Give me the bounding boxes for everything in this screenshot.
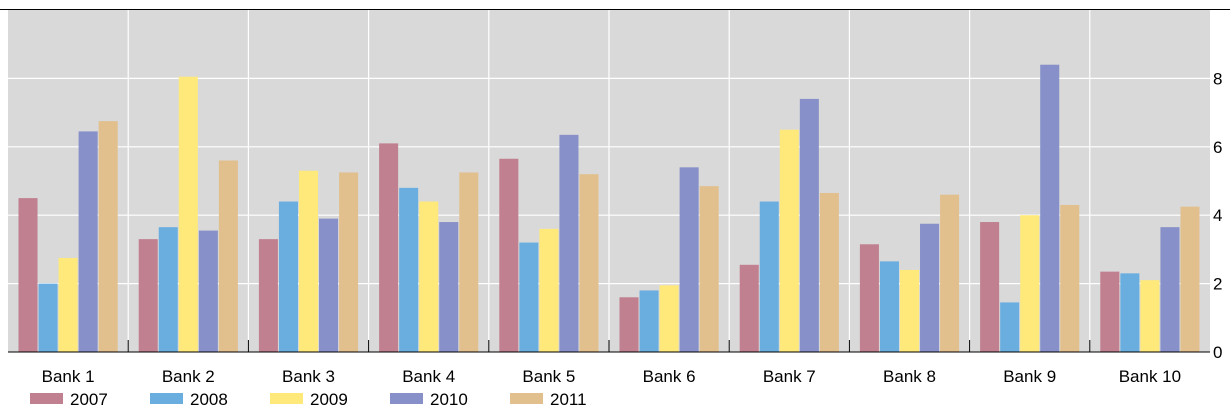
bar-2009-bank-9: [1020, 215, 1040, 352]
bar-2008-bank-8: [879, 261, 899, 352]
legend-label: 2007: [70, 390, 108, 409]
bar-2008-bank-2: [158, 227, 178, 352]
bar-2010-bank-2: [198, 230, 218, 352]
category-label: Bank 3: [282, 367, 335, 386]
bar-2011-bank-4: [459, 172, 479, 352]
legend-label: 2009: [310, 390, 348, 409]
gridlines: [8, 10, 1210, 352]
bar-2009-bank-6: [659, 285, 679, 352]
y-tick-label: 6: [1213, 138, 1222, 157]
legend-label: 2010: [430, 390, 468, 409]
bar-2008-bank-3: [278, 201, 298, 352]
category-label: Bank 10: [1119, 367, 1181, 386]
legend-swatch: [390, 393, 423, 404]
legend-swatch: [510, 393, 543, 404]
bar-2011-bank-5: [579, 174, 599, 352]
y-tick-label: 4: [1213, 206, 1222, 225]
bar-2010-bank-4: [439, 222, 459, 352]
bar-2010-bank-3: [319, 218, 339, 352]
legend-label: 2008: [190, 390, 228, 409]
bar-2011-bank-6: [699, 186, 719, 352]
bar-2011-bank-7: [819, 192, 839, 352]
bar-2009-bank-10: [1140, 280, 1160, 352]
bar-2011-bank-2: [218, 160, 238, 352]
bar-2007-bank-5: [499, 158, 519, 352]
category-labels: Bank 1 Bank 2 Bank 3 Bank 4 Bank 5 Bank 6 Bank…: [42, 367, 1181, 386]
y-tick-label: 0: [1213, 343, 1222, 362]
category-label: Bank 4: [402, 367, 455, 386]
legend-swatch: [150, 393, 183, 404]
bar-2010-bank-10: [1160, 227, 1180, 352]
bar-2007-bank-1: [18, 198, 38, 352]
bar-2008-bank-5: [519, 242, 539, 352]
category-label: Bank 8: [883, 367, 936, 386]
bar-2010-bank-7: [799, 98, 819, 352]
bar-2007-bank-3: [258, 239, 278, 352]
bar-2008-bank-7: [759, 201, 779, 352]
bar-2009-bank-5: [539, 228, 559, 352]
y-tick-label: 8: [1213, 69, 1222, 88]
axes: [0, 9, 1230, 353]
category-label: Bank 7: [763, 367, 816, 386]
bar-2007-bank-6: [619, 297, 639, 352]
bar-2011-bank-3: [339, 172, 359, 352]
bar-2010-bank-5: [559, 134, 579, 352]
bar-2010-bank-1: [78, 131, 98, 352]
bar-2007-bank-9: [980, 222, 1000, 352]
bar-2011-bank-9: [1060, 204, 1080, 352]
bar-2009-bank-1: [58, 257, 78, 352]
bar-2011-bank-10: [1180, 206, 1200, 352]
bar-2008-bank-10: [1120, 273, 1140, 352]
legend: 2007 2008 2009 2010 2011: [30, 390, 587, 409]
bar-2009-bank-2: [178, 76, 198, 352]
bar-2008-bank-4: [399, 187, 419, 352]
bar-2011-bank-1: [98, 121, 118, 353]
bar-2009-bank-4: [419, 201, 439, 352]
legend-swatch: [30, 393, 63, 404]
bar-2010-bank-6: [679, 167, 699, 352]
bar-2007-bank-7: [739, 264, 759, 352]
legend-label: 2011: [550, 390, 587, 409]
bar-2007-bank-10: [1100, 271, 1120, 352]
bar-2010-bank-9: [1040, 64, 1060, 352]
bar-2007-bank-8: [859, 244, 879, 352]
bar-2008-bank-9: [1000, 302, 1020, 352]
category-label: Bank 1: [42, 367, 95, 386]
bar-2009-bank-7: [779, 129, 799, 352]
bars: [18, 64, 1200, 353]
category-label: Bank 5: [522, 367, 575, 386]
category-label: Bank 6: [643, 367, 696, 386]
bar-2007-bank-4: [379, 143, 399, 352]
bar-2008-bank-6: [639, 290, 659, 352]
bar-2008-bank-1: [38, 283, 58, 352]
y-tick-label: 2: [1213, 275, 1222, 294]
bar-2009-bank-3: [298, 170, 319, 352]
legend-swatch: [270, 393, 303, 404]
y-tick-labels: 0 2 4 6 8: [1213, 69, 1222, 362]
category-label: Bank 2: [162, 367, 215, 386]
category-label: Bank 9: [1003, 367, 1056, 386]
bar-2011-bank-8: [940, 194, 960, 352]
bar-2007-bank-2: [138, 239, 158, 352]
bar-2010-bank-8: [920, 223, 940, 352]
bar-2009-bank-8: [899, 269, 920, 352]
